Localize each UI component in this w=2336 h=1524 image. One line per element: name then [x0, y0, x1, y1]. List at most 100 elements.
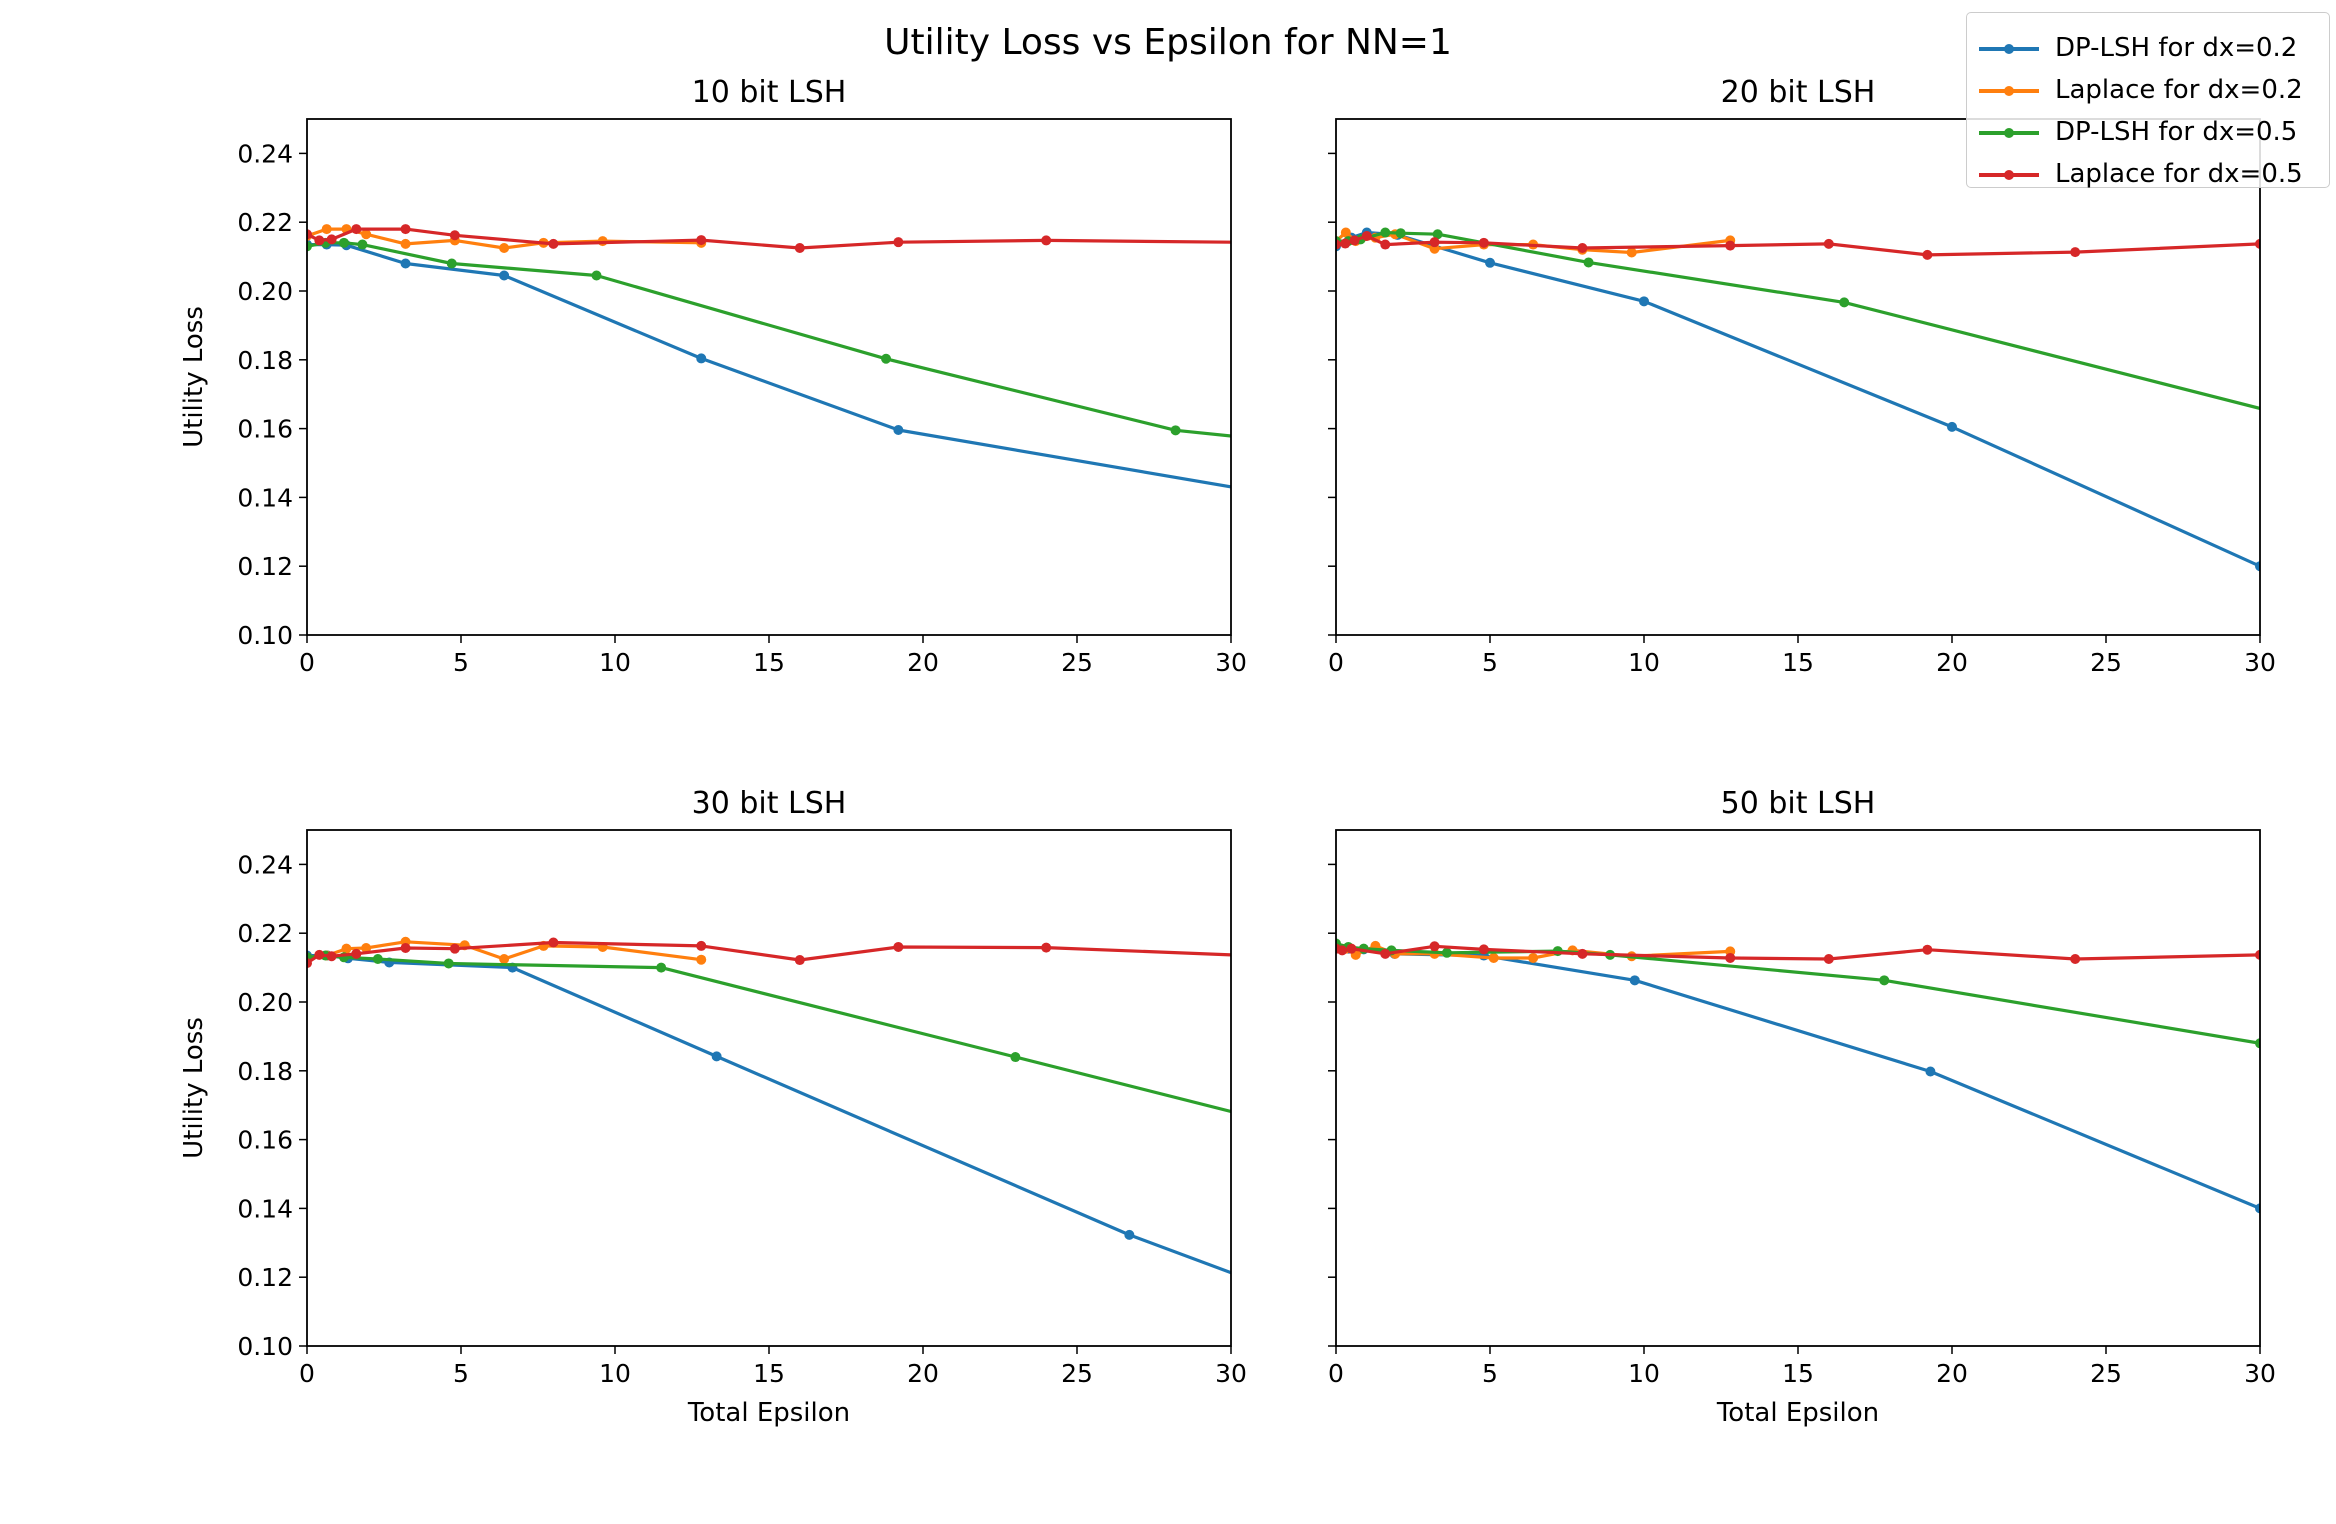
data-point	[794, 955, 805, 966]
data-point	[443, 958, 454, 969]
x-tick-label: 15	[1782, 1359, 1814, 1388]
subplot-title: 50 bit LSH	[1721, 786, 1876, 821]
x-tick-label: 30	[1215, 648, 1247, 677]
data-point	[1432, 229, 1443, 240]
data-point	[711, 1051, 722, 1062]
legend-swatch-marker	[2004, 44, 2014, 54]
subplot: 20 bit LSH 0 5 10 15 20 25 30	[1328, 75, 2276, 677]
data-point	[1577, 948, 1588, 959]
x-tick-label: 10	[599, 648, 631, 677]
legend-swatch-marker	[2004, 170, 2014, 180]
data-point	[696, 235, 707, 246]
y-tick-label: 0.18	[237, 346, 293, 375]
x-tick-label: 5	[1482, 648, 1498, 677]
x-tick-label: 25	[1061, 648, 1093, 677]
data-point	[321, 224, 332, 235]
data-point	[361, 942, 372, 953]
data-point	[2255, 1038, 2260, 1049]
series-line	[307, 940, 702, 962]
data-point	[591, 270, 602, 281]
x-tick-label: 30	[2244, 1359, 2276, 1388]
series-line	[1336, 230, 2260, 568]
x-tick-label: 10	[1628, 1359, 1660, 1388]
x-tick-label: 0	[299, 1359, 315, 1388]
data-point	[548, 937, 559, 948]
subplot-title: 10 bit LSH	[692, 75, 847, 110]
data-point	[1429, 237, 1440, 248]
x-tick-label: 25	[2090, 1359, 2122, 1388]
data-point	[326, 951, 337, 962]
data-point	[2255, 1203, 2260, 1214]
axes-frame	[1335, 118, 2261, 636]
legend-label: DP-LSH for dx=0.5	[2055, 117, 2298, 147]
series-line	[307, 243, 1231, 489]
y-tick-label: 0.10	[237, 1332, 293, 1361]
x-tick-label: 20	[907, 1359, 939, 1388]
data-point	[400, 942, 411, 953]
data-point	[307, 241, 312, 252]
data-point	[446, 258, 457, 269]
data-point	[1170, 425, 1181, 436]
y-tick-label: 0.18	[237, 1057, 293, 1086]
x-tick-label: 0	[1328, 648, 1344, 677]
x-tick-label: 25	[1061, 1359, 1093, 1388]
data-point	[314, 949, 325, 960]
y-axis-label: Utility Loss	[179, 1017, 209, 1159]
legend-label: DP-LSH for dx=0.2	[2055, 33, 2298, 63]
y-tick-label: 0.24	[237, 139, 293, 168]
data-point	[1365, 1141, 1375, 1151]
data-point	[1288, 492, 1298, 502]
data-point	[1361, 230, 1372, 241]
data-point	[1288, 437, 1298, 447]
x-tick-label: 5	[453, 1359, 469, 1388]
legend-item: Laplace for dx=0.5	[1967, 157, 2329, 193]
legend-label: Laplace for dx=0.5	[2055, 159, 2303, 189]
data-point	[1337, 945, 1348, 956]
data-point	[1488, 952, 1499, 963]
data-point	[893, 941, 904, 952]
data-point	[1380, 239, 1391, 250]
data-point	[1288, 238, 1298, 248]
data-point	[1925, 1066, 1936, 1077]
data-point	[1485, 257, 1495, 268]
data-point	[400, 258, 411, 269]
x-tick-label: 15	[753, 648, 785, 677]
x-tick-label: 0	[1328, 1359, 1344, 1388]
legend-item: DP-LSH for dx=0.2	[1967, 31, 2329, 67]
data-point	[696, 353, 707, 364]
data-point	[1441, 947, 1452, 958]
data-point	[400, 238, 411, 249]
data-point	[361, 229, 372, 240]
data-point	[326, 234, 337, 245]
data-point	[1336, 239, 1341, 250]
data-point	[1725, 952, 1736, 963]
data-point	[1478, 944, 1489, 955]
data-point	[351, 948, 362, 959]
y-axis-label: Utility Loss	[179, 306, 209, 448]
series-group	[307, 936, 1375, 1275]
y-tick-label: 0.22	[237, 919, 293, 948]
data-point	[449, 943, 460, 954]
data-point	[2255, 949, 2260, 960]
data-point	[1349, 235, 1360, 246]
subplot-title: 30 bit LSH	[692, 786, 847, 821]
data-point	[1583, 257, 1594, 268]
legend-swatch-marker	[2004, 86, 2014, 96]
y-tick-label: 0.14	[237, 483, 293, 512]
data-point	[341, 943, 352, 954]
x-tick-label: 5	[1482, 1359, 1498, 1388]
legend-swatch-marker	[2004, 128, 2014, 138]
data-point	[1577, 243, 1588, 253]
y-tick-label: 0.20	[237, 988, 293, 1017]
figure-title: Utility Loss vs Epsilon for NN=1	[884, 22, 1452, 63]
data-point	[881, 353, 892, 364]
data-point	[499, 954, 510, 964]
y-tick-label: 0.20	[237, 277, 293, 306]
data-point	[548, 238, 559, 249]
data-point	[1395, 228, 1406, 239]
data-point	[1429, 941, 1440, 952]
data-point	[696, 940, 707, 951]
x-tick-label: 20	[907, 648, 939, 677]
